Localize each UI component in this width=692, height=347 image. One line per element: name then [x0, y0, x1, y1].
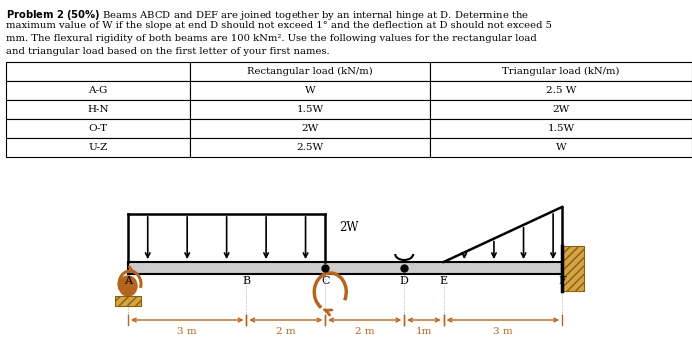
Text: 3 m: 3 m	[493, 327, 513, 336]
Bar	[430, 62, 692, 81]
Bar	[115, 296, 141, 306]
Text: and triangular load based on the first letter of your first names.: and triangular load based on the first l…	[6, 47, 329, 56]
Text: W: W	[304, 86, 316, 95]
Bar	[190, 138, 430, 157]
Text: U-Z: U-Z	[89, 143, 108, 152]
Text: 2.5 W: 2.5 W	[546, 86, 576, 95]
Bar	[430, 119, 692, 138]
Text: C: C	[321, 276, 329, 286]
Text: 2W: 2W	[339, 221, 358, 234]
Text: Rectangular load (kN/m): Rectangular load (kN/m)	[247, 67, 373, 76]
Text: mm. The flexural rigidity of both beams are 100 kNm². Use the following values f: mm. The flexural rigidity of both beams …	[6, 34, 537, 43]
Bar	[190, 81, 430, 100]
Bar	[128, 262, 562, 274]
Text: F: F	[558, 276, 566, 286]
Text: maximum value of W if the slope at end D should not exceed 1° and the deflection: maximum value of W if the slope at end D…	[6, 21, 552, 30]
Bar	[190, 100, 430, 119]
Text: 1.5W: 1.5W	[547, 124, 574, 133]
Text: E: E	[439, 276, 448, 286]
Text: 3 m: 3 m	[177, 327, 197, 336]
Text: H-N: H-N	[87, 105, 109, 114]
Bar	[6, 138, 190, 157]
Bar	[6, 62, 190, 81]
Bar	[430, 100, 692, 119]
Text: O-T: O-T	[89, 124, 107, 133]
Ellipse shape	[119, 276, 137, 296]
Bar	[562, 245, 584, 290]
Text: 2 m: 2 m	[355, 327, 374, 336]
Text: 2 m: 2 m	[276, 327, 295, 336]
Text: 1m: 1m	[416, 327, 432, 336]
Text: 2W: 2W	[302, 124, 318, 133]
Text: Triangular load (kN/m): Triangular load (kN/m)	[502, 67, 620, 76]
Text: 2W: 2W	[552, 105, 570, 114]
Bar	[6, 100, 190, 119]
Bar	[430, 138, 692, 157]
Bar	[6, 119, 190, 138]
Text: B: B	[242, 276, 251, 286]
Text: 2.5W: 2.5W	[296, 143, 324, 152]
Text: D: D	[400, 276, 408, 286]
Bar	[190, 119, 430, 138]
Bar	[430, 81, 692, 100]
Bar	[190, 62, 430, 81]
Text: 1.5W: 1.5W	[296, 105, 324, 114]
Text: W: W	[556, 143, 566, 152]
Text: A-G: A-G	[89, 86, 108, 95]
Text: A: A	[124, 276, 132, 286]
Text: $\mathbf{Problem\ 2\ (50\%)}$ Beams ABCD and DEF are joined together by an inter: $\mathbf{Problem\ 2\ (50\%)}$ Beams ABCD…	[6, 8, 529, 22]
Bar	[6, 81, 190, 100]
